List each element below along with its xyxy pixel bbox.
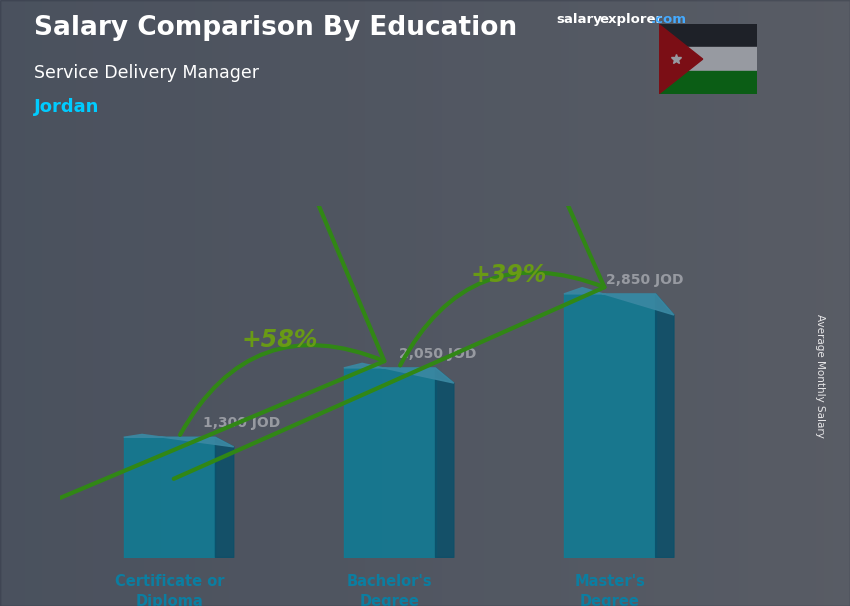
Bar bbox=[659, 71, 756, 94]
Text: Jordan: Jordan bbox=[34, 98, 99, 116]
Polygon shape bbox=[124, 435, 234, 447]
Polygon shape bbox=[564, 294, 655, 558]
FancyArrowPatch shape bbox=[0, 0, 384, 544]
Polygon shape bbox=[659, 24, 703, 94]
Polygon shape bbox=[343, 368, 435, 558]
Polygon shape bbox=[655, 294, 674, 558]
FancyArrowPatch shape bbox=[173, 0, 604, 479]
Polygon shape bbox=[435, 368, 454, 558]
Bar bbox=[659, 47, 756, 71]
Text: +58%: +58% bbox=[241, 328, 318, 352]
Polygon shape bbox=[124, 438, 215, 558]
Text: explorer: explorer bbox=[599, 13, 662, 26]
Text: Service Delivery Manager: Service Delivery Manager bbox=[34, 64, 259, 82]
Text: Average Monthly Salary: Average Monthly Salary bbox=[815, 314, 825, 438]
Text: +39%: +39% bbox=[471, 264, 547, 287]
Text: .com: .com bbox=[650, 13, 686, 26]
Text: 2,050 JOD: 2,050 JOD bbox=[399, 347, 476, 361]
Polygon shape bbox=[215, 438, 234, 558]
Text: 2,850 JOD: 2,850 JOD bbox=[606, 273, 683, 287]
Text: 1,300 JOD: 1,300 JOD bbox=[202, 416, 280, 430]
Polygon shape bbox=[564, 288, 674, 315]
Polygon shape bbox=[343, 364, 454, 383]
Text: Salary Comparison By Education: Salary Comparison By Education bbox=[34, 15, 517, 41]
Bar bbox=[659, 24, 756, 47]
Text: salary: salary bbox=[557, 13, 603, 26]
